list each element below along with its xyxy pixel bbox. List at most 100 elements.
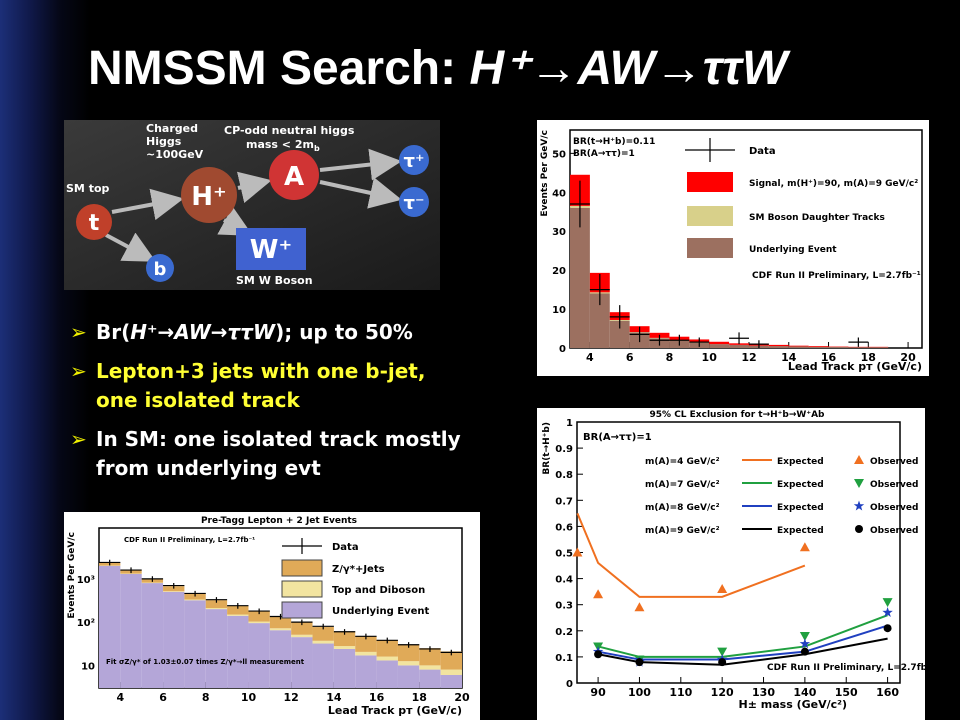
y-axis-label: Events Per GeV/c (67, 532, 77, 619)
y-tick-label: 0 (559, 344, 566, 355)
arrows (105, 148, 402, 262)
x-tick-label: 8 (202, 691, 210, 704)
y-tick-label: 30 (552, 227, 566, 238)
data-point (669, 334, 690, 346)
hist-bar (419, 648, 441, 666)
hist-bar (768, 346, 789, 348)
x-tick-label: 90 (590, 686, 606, 699)
hist-bar (570, 207, 590, 348)
y-tick-label: 0.3 (555, 601, 573, 612)
bullet: Br(H⁺→AW→ττW); up to 50% (70, 318, 464, 347)
x-tick-label: 4 (117, 691, 125, 704)
hist-bar (609, 320, 630, 348)
x-tick-label: 160 (876, 686, 899, 699)
data-point (355, 633, 377, 640)
hist-bar (808, 346, 829, 347)
particle-tau-plus (399, 145, 429, 175)
fit-note: Fit σZ/γ* of 1.03±0.07 times Z/γ*→ll mea… (106, 658, 305, 666)
hist-bar (397, 665, 420, 688)
legend-swatch (687, 238, 733, 258)
hist-bar (828, 346, 849, 348)
particle-tau-minus (399, 187, 429, 217)
hist-bar (768, 344, 789, 347)
data-point (419, 646, 441, 652)
particle-h (181, 167, 237, 223)
hist-bar (376, 660, 398, 688)
bullet-suffix: ); up to 50% (275, 320, 413, 344)
hist-bar (419, 669, 441, 688)
hist-bar (788, 345, 809, 347)
legend-mass: m(A)=9 GeV/c² (645, 526, 720, 536)
hist-bar (355, 636, 377, 652)
observed-marker (854, 479, 864, 488)
hist-bar (248, 621, 270, 624)
legend-swatch (281, 580, 323, 598)
data-point (649, 334, 670, 346)
hist-bar (248, 623, 270, 688)
label-a: A (284, 162, 304, 192)
hist-bar (376, 656, 398, 661)
legend-label: Expected (777, 480, 824, 490)
hist-bar (355, 651, 377, 656)
legend-label: Signal, m(H⁺)=90, m(A)=9 GeV/c² (749, 179, 918, 189)
data-point (570, 180, 590, 228)
data-point (141, 576, 164, 582)
hist-bar (868, 347, 889, 348)
plot-title: Pre-Tagg Lepton + 2 Jet Events (201, 516, 357, 526)
legend-mass: m(A)=4 GeV/c² (645, 457, 720, 467)
bullet: Lepton+3 jets with one b-jet, one isolat… (70, 357, 464, 415)
title-text: NMSSM Search: (88, 42, 457, 95)
label-w: W⁺ (250, 235, 292, 265)
mass-label: mass < 2mb (246, 138, 320, 153)
hist-bar (848, 347, 869, 348)
hist-bar (184, 600, 206, 688)
observed-marker (882, 598, 893, 608)
hist-bar (120, 573, 142, 688)
data-point (99, 559, 121, 566)
legend-data-mark (685, 138, 735, 162)
observed-marker (593, 589, 604, 599)
hist-bar (376, 640, 398, 657)
hist-bar (248, 611, 270, 622)
y-tick-label: 0.6 (555, 522, 573, 533)
hist-bar (291, 634, 313, 638)
hist-bar (333, 648, 356, 688)
x-tick-label: 18 (412, 691, 427, 704)
observed-marker (635, 658, 644, 667)
legend-label: SM Boson Daughter Tracks (749, 213, 885, 223)
legend-data-mark (282, 538, 322, 554)
data-point (748, 340, 769, 348)
hist-bar (419, 665, 441, 670)
x-tick-label: 10 (241, 691, 257, 704)
observed-marker (854, 455, 864, 464)
x-tick-label: 8 (666, 351, 674, 364)
pretag-plot: 4 6 8 10 12 14 16 18 20 10 10² 10³ Lead Track pᴛ (Ge… (64, 512, 480, 720)
observed-marker (882, 607, 893, 617)
bullet-formula: H⁺→AW→ττW (130, 320, 276, 344)
y-tick-label: 0.5 (555, 549, 573, 560)
slide-title: NMSSM Search: H⁺→AW→ττW (88, 40, 787, 96)
bullet-text: Lepton+3 jets with one b-jet, one isolat… (96, 359, 426, 412)
signal-plot: 4 6 8 10 12 14 16 18 20 0 10 20 30 40 50 Lead Track pᴛ … (537, 120, 929, 376)
hist-bar (205, 600, 228, 609)
data-point (205, 597, 228, 603)
x-axis-label: Lead Track pᴛ (GeV/c) (328, 704, 462, 717)
hist-bar (397, 644, 420, 662)
hist-bar (205, 608, 228, 610)
label-tau-minus: τ⁻ (404, 193, 425, 214)
hist-bar (291, 637, 313, 688)
hist-bar (269, 628, 292, 631)
hist-bar (333, 646, 356, 649)
observed-marker (855, 525, 863, 533)
legend-label: Expected (777, 503, 824, 513)
y-tick-label: 50 (552, 149, 566, 160)
legend-label: Expected (777, 457, 824, 467)
plot-title-line: BR(t→H⁺b)=0.11 (573, 137, 655, 147)
observed-marker (883, 624, 892, 633)
plot-note: CDF Run II Preliminary, L=2.7fb⁻¹ (767, 663, 925, 673)
hist-bar (163, 591, 185, 688)
x-tick-label: 130 (752, 686, 775, 699)
hist-bar (729, 344, 749, 348)
mass-sub: b (314, 144, 320, 153)
